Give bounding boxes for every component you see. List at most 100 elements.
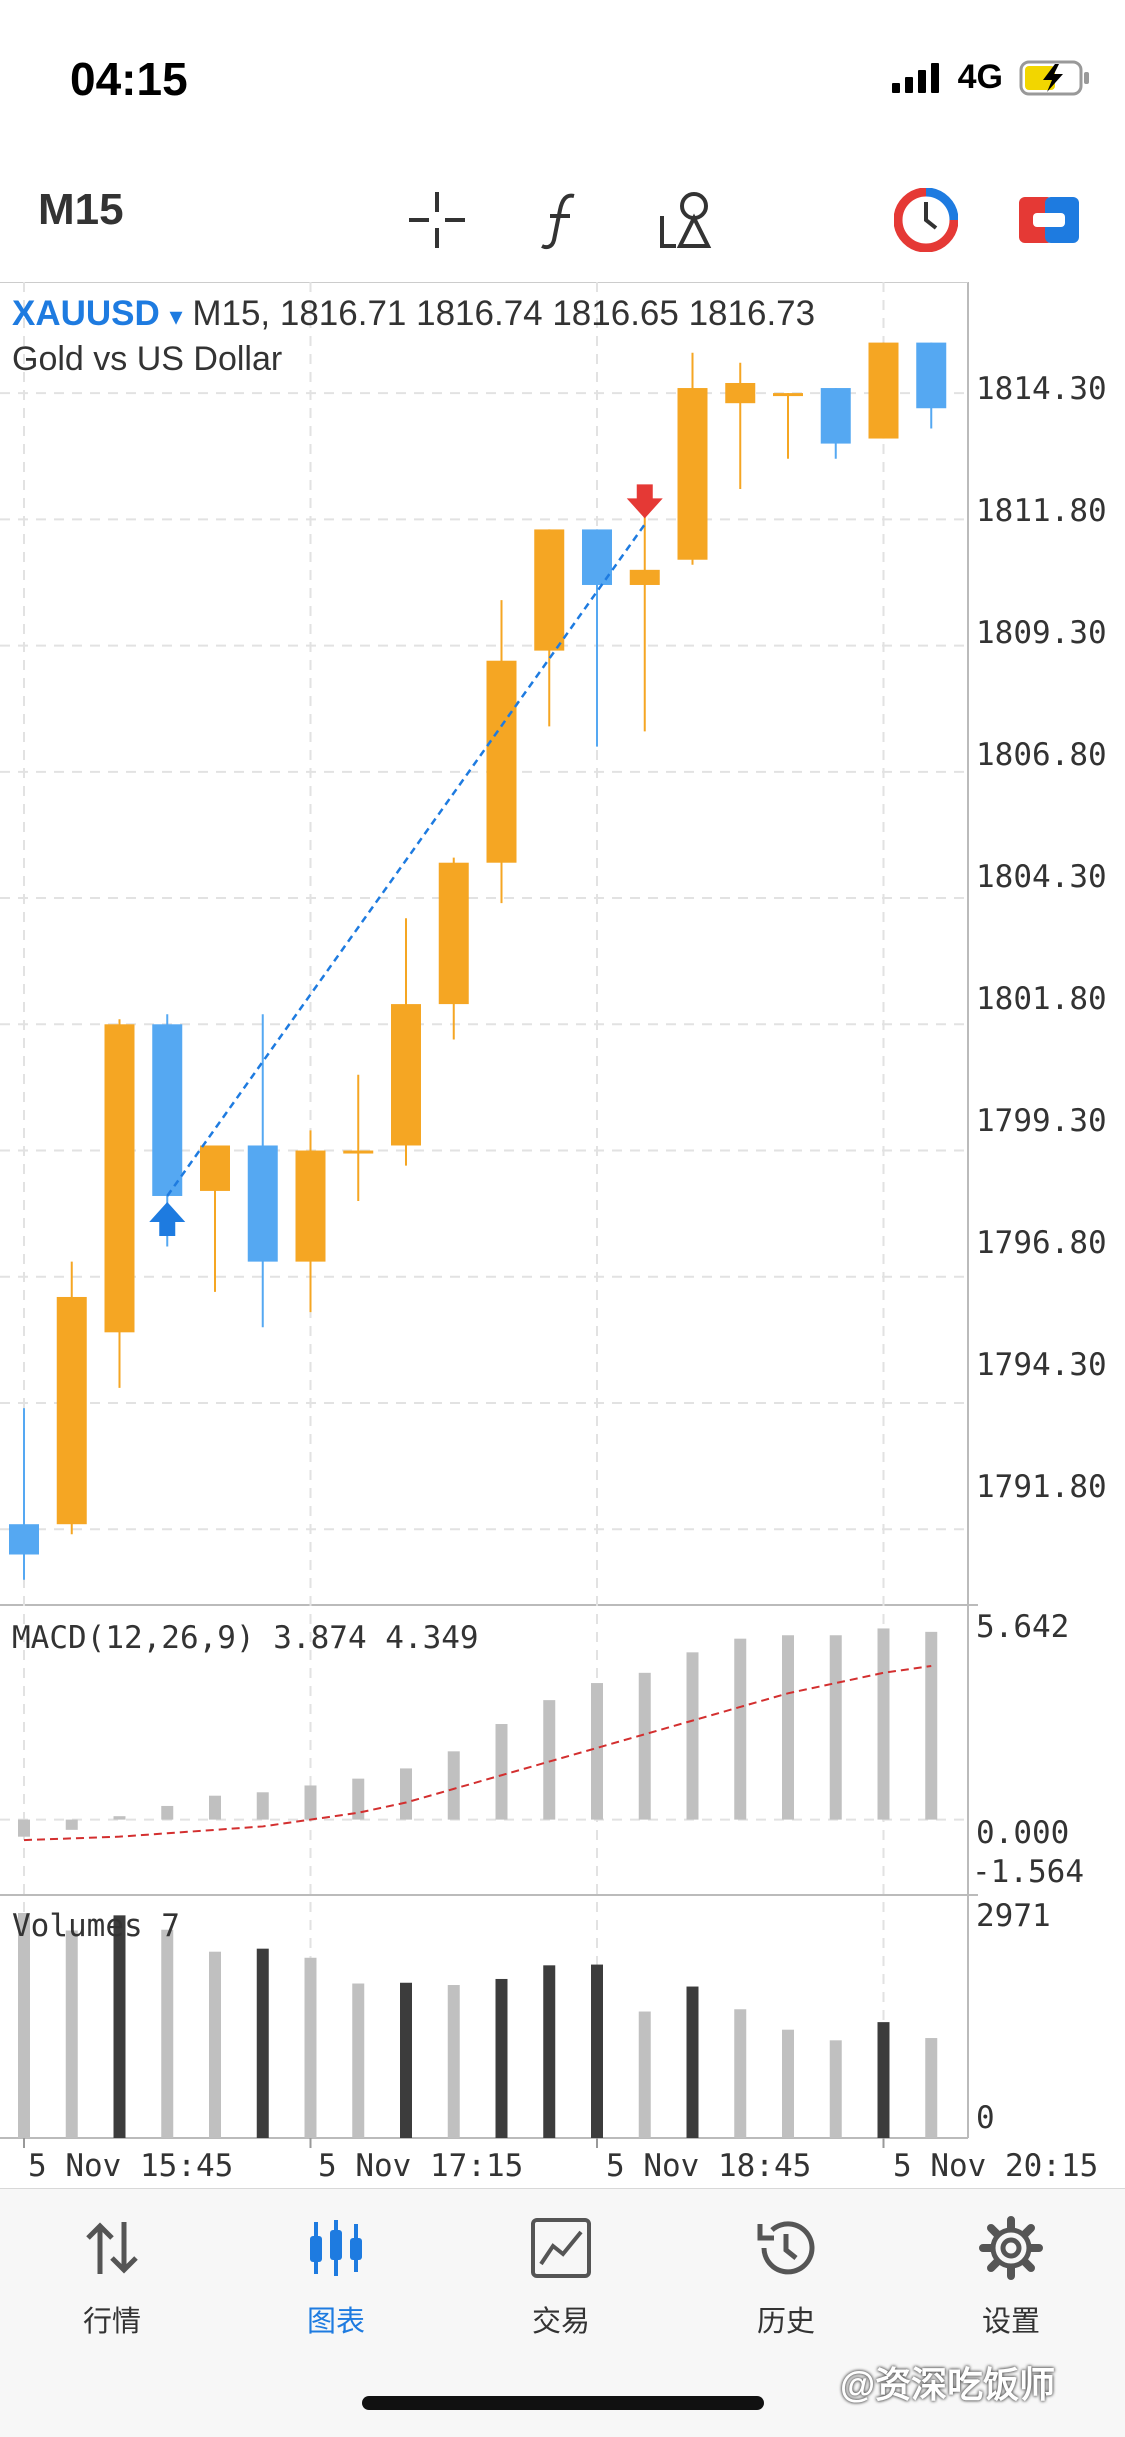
macd-histogram-bar [925,1631,938,1820]
volume-bar [161,1929,174,2138]
macd-histogram-bar [352,1778,365,1820]
one-click-trading-icon[interactable] [1009,180,1089,260]
status-time: 04:15 [70,53,188,105]
macd-histogram-bar [877,1628,890,1820]
volume-bar [686,1986,699,2138]
volume-bar [782,2029,794,2138]
trade-line [166,523,646,1197]
candle-body [629,569,660,585]
macd-histogram-bar [543,1700,556,1820]
price-label: 1794.30 [976,1347,1107,1383]
candle-body [343,1150,374,1154]
trade-icon [491,2208,631,2288]
tab-label: 行情 [82,2306,141,2338]
symbol-description: Gold vs US Dollar [12,340,283,378]
volume-bar [495,1978,508,2138]
volume-bar [18,1913,30,2138]
candle-body [820,388,851,444]
candle-body [773,393,803,397]
volume-bar [829,2040,842,2138]
home-indicator [362,2396,764,2410]
candle-body [534,529,565,651]
macd-histogram-bar [495,1724,508,1820]
price-chart[interactable] [0,282,1125,2162]
price-label: 1799.30 [976,1103,1107,1139]
quotes-icon [42,2208,182,2288]
network-type: 4G [957,58,1003,96]
macd-scale-min: -1.564 [972,1854,1084,1890]
price-label: 1796.80 [976,1225,1107,1261]
volume-bar [543,1965,556,2138]
candle-body [391,1004,421,1146]
watermark: @资深吃饭师 [840,2364,1056,2405]
price-label: 1801.80 [976,981,1107,1017]
macd-histogram-bar [256,1792,269,1820]
objects-icon[interactable] [648,180,728,260]
volume-bar [400,1982,412,2138]
sell-arrow-icon [626,484,663,519]
time-label: 5 Nov 15:45 [28,2148,234,2184]
candle-body [438,862,469,1005]
volume-bar [734,2009,747,2138]
battery-charging-icon [1019,60,1089,95]
chart-icon [266,2208,406,2288]
time-label: 5 Nov 20:15 [893,2148,1099,2184]
candle-body [486,660,517,863]
candle-body [677,388,708,560]
macd-label: MACD(12,26,9) 3.874 4.349 [12,1620,479,1656]
candle-body [916,342,947,409]
price-label: 1804.30 [976,859,1107,895]
history-icon [716,2208,856,2288]
volume-bar [877,2022,890,2138]
settings-icon [941,2208,1081,2288]
signal-icon [891,62,939,93]
macd-histogram-bar [686,1652,699,1820]
macd-histogram-bar [304,1785,317,1820]
symbol-name[interactable]: XAUUSD [12,294,160,333]
function-icon[interactable] [522,180,602,260]
candle-body [868,342,899,439]
tab-settings[interactable]: 设置 [941,2208,1081,2340]
candle-body [152,1024,183,1196]
macd-histogram-bar [400,1768,412,1820]
volume-bar [638,2011,651,2138]
macd-histogram-bar [591,1683,603,1820]
status-indicators: 4G [891,58,1091,97]
macd-histogram-bar [734,1638,747,1820]
price-label: 1811.80 [976,493,1107,529]
macd-scale-zero: 0.000 [976,1815,1070,1851]
volume-bar [65,1930,78,2138]
symbol-dropdown-icon[interactable]: ▾ [169,301,183,331]
candle-body [295,1150,326,1262]
tab-label: 图表 [306,2306,365,2338]
crosshair-icon[interactable] [397,180,477,260]
volume-scale-max: 2971 [976,1898,1051,1934]
macd-scale-max: 5.642 [976,1609,1070,1645]
macd-histogram-bar [113,1816,126,1820]
tab-history[interactable]: 历史 [716,2208,856,2340]
candle-body [56,1296,87,1525]
macd-histogram-bar [638,1672,651,1820]
price-label: 1809.30 [976,615,1107,651]
tab-chart[interactable]: 图表 [266,2208,406,2340]
chart-header: XAUUSD ▾ M15, 1816.71 1816.74 1816.65 18… [12,294,815,334]
macd-signal-line [23,1665,932,1842]
volumes-label: Volumes 7 [12,1908,180,1944]
price-label: 1814.30 [976,371,1107,407]
buy-arrow-icon [149,1201,186,1236]
volume-bar [591,1964,603,2138]
candle-body [247,1145,278,1262]
trade-panel-icon[interactable] [886,180,966,260]
time-label: 5 Nov 18:45 [606,2148,812,2184]
timeframe-selector[interactable]: M15 [38,185,124,234]
macd-histogram-bar [829,1635,842,1820]
tab-trade[interactable]: 交易 [491,2208,631,2340]
volume-bar [209,1951,221,2138]
volume-bar [925,2038,938,2138]
price-label: 1806.80 [976,737,1107,773]
candle-body [725,382,756,404]
tab-quotes[interactable]: 行情 [42,2208,182,2340]
volume-bar [256,1948,269,2138]
volume-bar [113,1915,126,2138]
macd-histogram-bar [65,1819,78,1830]
